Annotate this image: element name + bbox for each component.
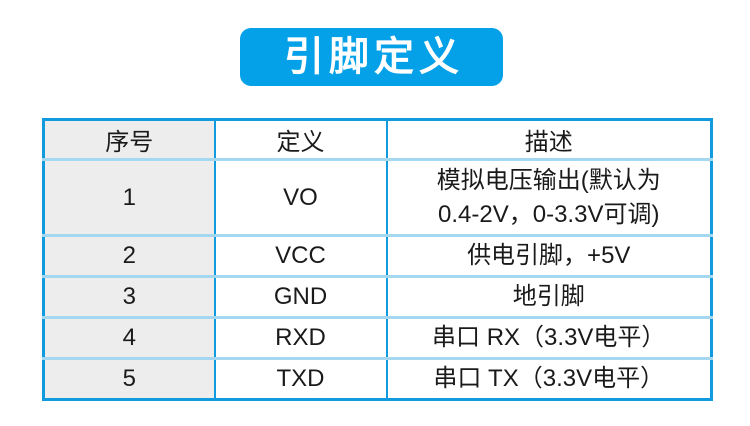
section-title: 引脚定义: [284, 35, 464, 79]
column-header-description: 描述: [385, 119, 712, 160]
pin-name: VO: [213, 158, 387, 236]
pin-name: TXD: [213, 357, 387, 400]
pin-definition-table: 序号 定义 描述 1 VO 模拟电压输出(默认为 0.4-2V，0-3.3V可调…: [42, 118, 713, 401]
pin-name: GND: [213, 275, 387, 318]
column-header-number: 序号: [43, 119, 215, 160]
table-row: 2 VCC 供电引脚，+5V: [43, 234, 712, 277]
pin-name: VCC: [213, 234, 387, 277]
pin-number: 2: [43, 234, 215, 277]
pin-number: 1: [43, 158, 215, 236]
pin-number: 5: [43, 357, 215, 400]
pin-number: 4: [43, 316, 215, 359]
pin-number: 3: [43, 275, 215, 318]
table-row: 3 GND 地引脚: [43, 275, 712, 318]
pin-description: 串口 TX（3.3V电平）: [385, 357, 712, 400]
table-row: 4 RXD 串口 RX（3.3V电平）: [43, 316, 712, 359]
table-row: 1 VO 模拟电压输出(默认为 0.4-2V，0-3.3V可调): [43, 158, 712, 236]
pin-name: RXD: [213, 316, 387, 359]
column-header-definition: 定义: [213, 119, 387, 160]
pin-description: 模拟电压输出(默认为 0.4-2V，0-3.3V可调): [385, 158, 712, 236]
table-header-row: 序号 定义 描述: [43, 119, 712, 160]
pin-description: 供电引脚，+5V: [385, 234, 712, 277]
pin-description: 地引脚: [385, 275, 712, 318]
section-title-banner: 引脚定义: [240, 28, 503, 86]
pin-description: 串口 RX（3.3V电平）: [385, 316, 712, 359]
table-row: 5 TXD 串口 TX（3.3V电平）: [43, 357, 712, 400]
